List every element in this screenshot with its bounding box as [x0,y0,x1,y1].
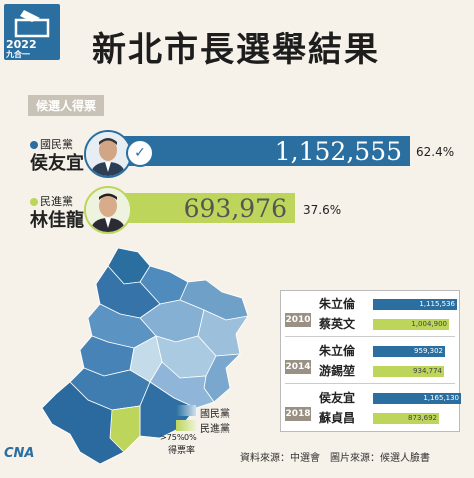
page-title: 新北市長選舉結果 [92,30,380,70]
divider [285,336,455,337]
hist-bar: 873,692 [373,413,439,424]
legend-kmt-swatch [176,405,196,416]
election-logo: 2022 九合一 [4,4,60,60]
vote-bar-2: 693,976 [120,193,295,223]
year-tag-2014: 2014 [285,360,311,374]
district-map [0,238,270,474]
party-dot [30,141,38,149]
hist-name: 朱立倫 [319,297,356,311]
hist-bar: 1,165,130 [373,393,461,404]
hist-name: 侯友宜 [319,391,356,405]
ballot-box-icon [14,10,50,38]
hist-name: 朱立倫 [319,344,356,358]
vote-bar-1: 1,152,555 [120,136,410,166]
vote-value-1: 1,152,555 [274,136,402,166]
section-tag: 候選人得票 [28,95,105,116]
candidate-name-1: 侯友宜 [30,153,84,174]
candidate-photo-1 [84,130,132,178]
party-label: 民進黨 [40,195,73,208]
legend-scale-high: >75% [160,433,185,442]
candidate-photo-2 [84,186,132,234]
legend-scale-low: 0% [184,433,197,442]
source-text: 資料來源：中選會 圖片來源：候選人臉書 [240,453,430,464]
hist-name: 蘇貞昌 [319,411,356,425]
legend-dpp-label: 民進黨 [200,424,230,435]
hist-bar: 1,004,900 [373,319,449,330]
hist-name: 游錫堃 [319,364,356,378]
candidate-name-2: 林佳龍 [30,210,84,231]
legend-kmt-label: 國民黨 [200,409,230,420]
hist-name: 蔡英文 [319,317,356,331]
legend-dpp-swatch [176,420,196,431]
divider [285,383,455,384]
year-tag-2018: 2018 [285,407,311,421]
logo-subtitle: 九合一 [6,50,30,59]
party-dot [30,198,38,206]
header [0,0,474,78]
vote-value-2: 693,976 [183,193,287,223]
hist-bar: 934,774 [373,366,444,377]
cna-logo: CNA [4,446,35,461]
logo-year: 2022 [6,38,37,51]
year-tag-2010: 2010 [285,313,311,327]
vote-pct-1: 62.4% [416,145,455,159]
candidate-party-kmt: 國民黨 [30,136,73,152]
party-label: 國民黨 [40,138,73,151]
hist-bar: 1,115,536 [373,299,457,310]
candidate-party-dpp: 民進黨 [30,193,73,209]
history-panel: 2010 朱立倫 蔡英文 1,115,536 1,004,900 2014 朱立… [280,290,461,432]
hist-bar: 959,302 [373,346,445,357]
winner-check-icon: ✓ [126,139,154,167]
new-taipei-map [41,247,249,465]
vote-pct-2: 37.6% [303,203,342,217]
legend-scale-title: 得票率 [168,446,196,456]
